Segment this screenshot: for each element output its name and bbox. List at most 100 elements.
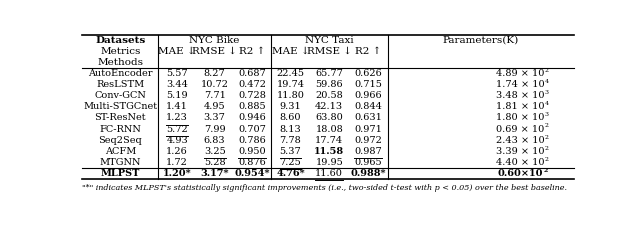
Text: 0.715: 0.715 — [354, 80, 382, 89]
Text: 4.95: 4.95 — [204, 102, 225, 111]
Text: 1.72: 1.72 — [166, 158, 188, 167]
Text: 2.43 × 10: 2.43 × 10 — [496, 136, 545, 145]
Text: FC-RNN: FC-RNN — [99, 125, 141, 134]
Text: 3: 3 — [545, 90, 548, 95]
Text: R2 ↑: R2 ↑ — [239, 47, 266, 56]
Text: 1.80 × 10: 1.80 × 10 — [497, 113, 545, 123]
Text: 6.83: 6.83 — [204, 136, 225, 145]
Text: 3.25: 3.25 — [204, 147, 225, 156]
Text: 1.81 × 10: 1.81 × 10 — [496, 102, 545, 111]
Text: 0.876: 0.876 — [238, 158, 266, 167]
Text: 5.37: 5.37 — [280, 147, 301, 156]
Text: ResLSTM: ResLSTM — [96, 80, 145, 89]
Text: 9.31: 9.31 — [280, 102, 301, 111]
Text: Parameters(K): Parameters(K) — [442, 35, 518, 45]
Text: 17.74: 17.74 — [315, 136, 343, 145]
Text: 42.13: 42.13 — [315, 102, 343, 111]
Text: 5.19: 5.19 — [166, 91, 188, 100]
Text: 0.786: 0.786 — [238, 136, 266, 145]
Text: 4.93: 4.93 — [166, 136, 188, 145]
Text: 1.41: 1.41 — [166, 102, 188, 111]
Text: RMSE ↓: RMSE ↓ — [307, 47, 352, 56]
Text: 0.472: 0.472 — [238, 80, 266, 89]
Text: 0.69 × 10: 0.69 × 10 — [497, 125, 545, 134]
Text: 4.89 × 10: 4.89 × 10 — [497, 69, 545, 78]
Text: 0.687: 0.687 — [238, 69, 266, 78]
Text: 5.72: 5.72 — [166, 125, 188, 134]
Text: 0.626: 0.626 — [354, 69, 382, 78]
Text: RMSE ↓: RMSE ↓ — [192, 47, 237, 56]
Text: 7.71: 7.71 — [204, 91, 226, 100]
Text: AutoEncoder: AutoEncoder — [88, 69, 153, 78]
Text: 8.27: 8.27 — [204, 69, 225, 78]
Text: 11.80: 11.80 — [276, 91, 305, 100]
Text: 19.74: 19.74 — [276, 80, 305, 89]
Text: 1.23: 1.23 — [166, 113, 188, 123]
Text: Datasets: Datasets — [95, 35, 145, 45]
Text: 3.37: 3.37 — [204, 113, 226, 123]
Text: Seq2Seq: Seq2Seq — [99, 136, 142, 145]
Text: NYC Bike: NYC Bike — [189, 35, 240, 45]
Text: 5.28: 5.28 — [204, 158, 225, 167]
Text: 0.972: 0.972 — [354, 136, 382, 145]
Text: 4.40 × 10: 4.40 × 10 — [496, 158, 545, 167]
Text: ACFM: ACFM — [105, 147, 136, 156]
Text: 0.954*: 0.954* — [234, 169, 270, 178]
Text: 0.844: 0.844 — [354, 102, 382, 111]
Text: 0.971: 0.971 — [354, 125, 382, 134]
Text: Conv-GCN: Conv-GCN — [95, 91, 147, 100]
Text: 1.74 × 10: 1.74 × 10 — [496, 80, 545, 89]
Text: 0.987: 0.987 — [354, 147, 382, 156]
Text: Multi-STGCnet: Multi-STGCnet — [83, 102, 157, 111]
Text: 63.80: 63.80 — [316, 113, 343, 123]
Text: Metrics: Metrics — [100, 47, 141, 56]
Text: 20.58: 20.58 — [316, 91, 343, 100]
Text: 4.76*: 4.76* — [276, 169, 305, 178]
Text: 7.99: 7.99 — [204, 125, 225, 134]
Text: 65.77: 65.77 — [316, 69, 343, 78]
Text: 1.26: 1.26 — [166, 147, 188, 156]
Text: 10.72: 10.72 — [201, 80, 228, 89]
Text: 18.08: 18.08 — [316, 125, 343, 134]
Text: 2: 2 — [545, 135, 549, 140]
Text: 2: 2 — [545, 146, 548, 151]
Text: 2: 2 — [545, 123, 548, 128]
Text: 0.965: 0.965 — [355, 158, 382, 167]
Text: 4: 4 — [545, 101, 549, 106]
Text: 2: 2 — [543, 168, 548, 173]
Text: 2: 2 — [545, 157, 548, 162]
Text: NYC Taxi: NYC Taxi — [305, 35, 353, 45]
Text: Methods: Methods — [97, 58, 143, 67]
Text: 8.13: 8.13 — [280, 125, 301, 134]
Text: 7.78: 7.78 — [280, 136, 301, 145]
Text: 3.44: 3.44 — [166, 80, 188, 89]
Text: 0.631: 0.631 — [354, 113, 382, 123]
Text: 11.58: 11.58 — [314, 147, 344, 156]
Text: 0.885: 0.885 — [238, 102, 266, 111]
Text: 3.17*: 3.17* — [200, 169, 229, 178]
Text: 0.946: 0.946 — [238, 113, 266, 123]
Text: "*" indicates MLPST's statistically significant improvements (i.e., two-sided t-: "*" indicates MLPST's statistically sign… — [83, 184, 568, 192]
Text: R2 ↑: R2 ↑ — [355, 47, 381, 56]
Text: 3: 3 — [545, 112, 548, 117]
Text: 22.45: 22.45 — [276, 69, 305, 78]
Text: MLPST: MLPST — [100, 169, 140, 178]
Text: 8.60: 8.60 — [280, 113, 301, 123]
Text: 0.728: 0.728 — [238, 91, 266, 100]
Text: 0.950: 0.950 — [238, 147, 266, 156]
Text: MAE ↓: MAE ↓ — [158, 47, 196, 56]
Text: MAE ↓: MAE ↓ — [271, 47, 309, 56]
Text: MTGNN: MTGNN — [100, 158, 141, 167]
Text: 59.86: 59.86 — [316, 80, 343, 89]
Text: 0.966: 0.966 — [355, 91, 382, 100]
Text: 4: 4 — [545, 79, 549, 84]
Text: 3.39 × 10: 3.39 × 10 — [496, 147, 545, 156]
Text: 11.60: 11.60 — [316, 169, 343, 178]
Text: 2: 2 — [545, 68, 548, 73]
Text: 5.57: 5.57 — [166, 69, 188, 78]
Text: 1.20*: 1.20* — [163, 169, 191, 178]
Text: 0.60×10: 0.60×10 — [498, 169, 543, 178]
Text: 0.707: 0.707 — [238, 125, 266, 134]
Text: 19.95: 19.95 — [316, 158, 343, 167]
Text: ST-ResNet: ST-ResNet — [95, 113, 146, 123]
